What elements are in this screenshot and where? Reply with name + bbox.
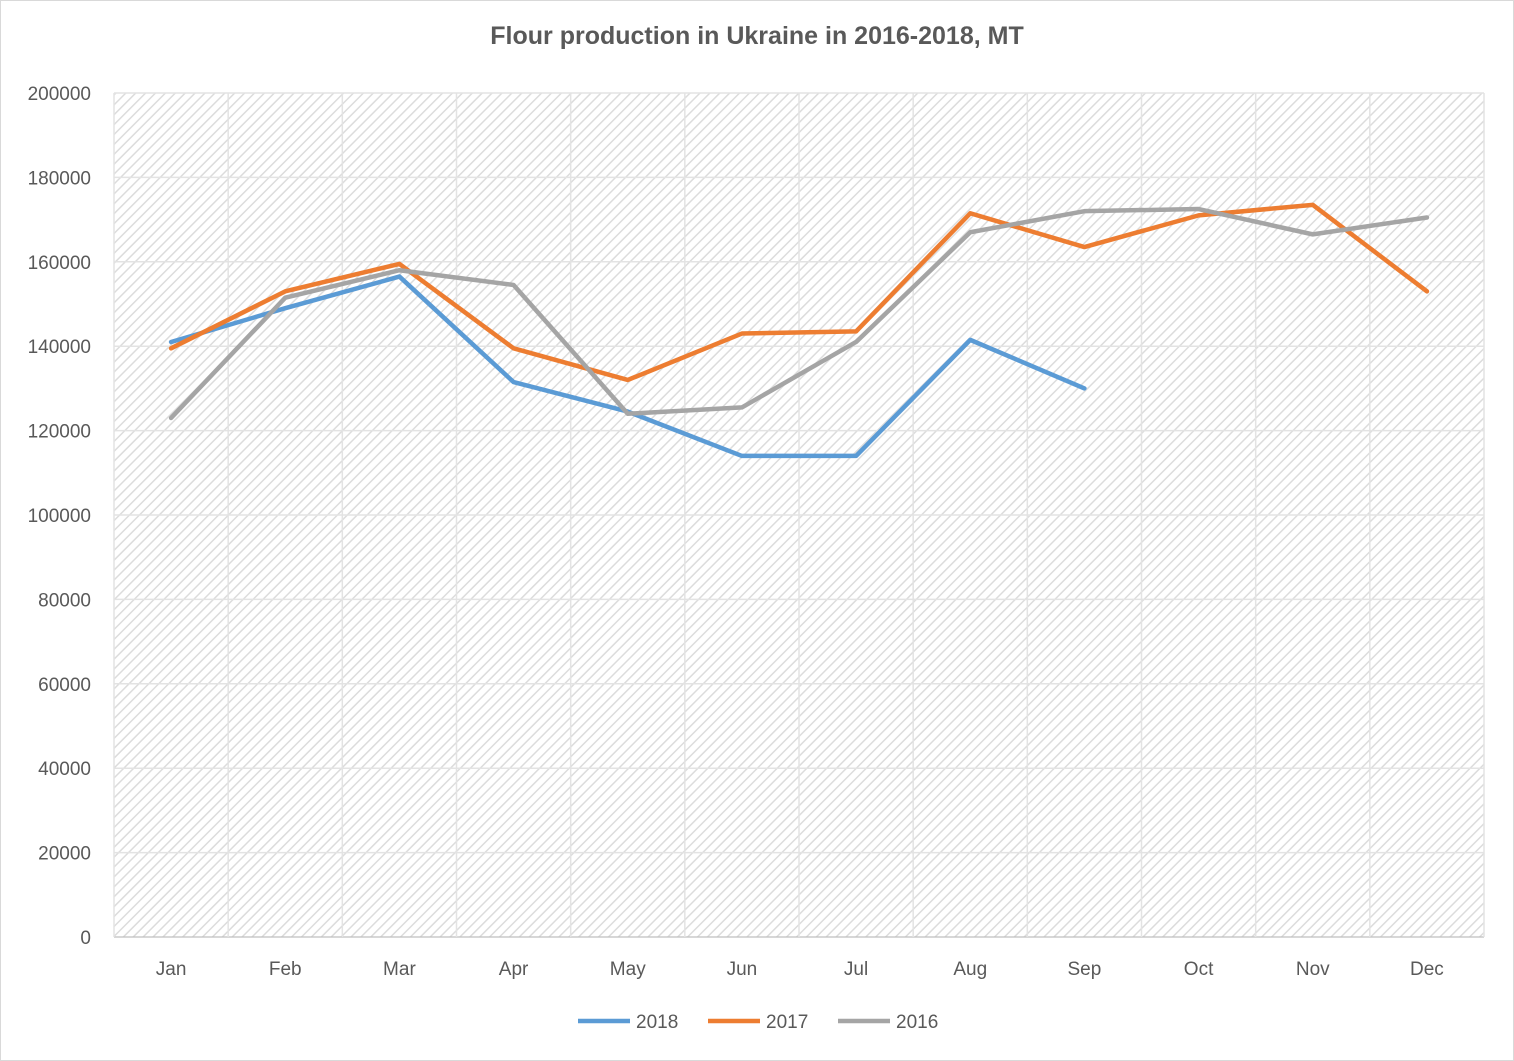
gridlines xyxy=(113,92,1485,938)
y-tick-label: 40000 xyxy=(38,759,91,780)
x-tick-label: Oct xyxy=(1184,959,1214,980)
y-tick-label: 140000 xyxy=(28,337,91,358)
chart-title: Flour production in Ukraine in 2016-2018… xyxy=(490,22,1024,50)
x-tick-label: Sep xyxy=(1068,959,1102,980)
x-tick-label: Feb xyxy=(269,959,302,980)
y-tick-label: 180000 xyxy=(28,168,91,189)
x-tick-label: Dec xyxy=(1410,959,1444,980)
x-tick-label: Mar xyxy=(383,959,416,980)
x-tick-label: Jan xyxy=(156,959,187,980)
x-tick-label: Jun xyxy=(727,959,758,980)
legend: 2018 2017 2016 xyxy=(578,1012,938,1033)
y-axis-tick-labels: 0 20000 40000 60000 80000 100000 120000 140000 1… xyxy=(28,84,91,949)
legend-label-2016: 2016 xyxy=(896,1012,938,1033)
series-line-2016 xyxy=(168,206,1430,421)
y-tick-label: 0 xyxy=(80,928,91,949)
y-tick-label: 80000 xyxy=(38,590,91,611)
x-tick-label: Apr xyxy=(499,959,529,980)
legend-label-2018: 2018 xyxy=(636,1012,678,1033)
x-tick-label: Jul xyxy=(844,959,868,980)
y-tick-label: 120000 xyxy=(28,422,91,443)
y-tick-label: 100000 xyxy=(28,506,91,527)
x-axis-tick-labels: Jan Feb Mar Apr May Jun Jul Aug Sep Oct Nov Dec xyxy=(156,959,1444,980)
y-tick-label: 200000 xyxy=(28,84,91,105)
y-tick-label: 160000 xyxy=(28,253,91,274)
x-tick-label: Aug xyxy=(953,959,987,980)
x-tick-label: Nov xyxy=(1296,959,1330,980)
legend-label-2017: 2017 xyxy=(766,1012,808,1033)
y-tick-label: 60000 xyxy=(38,675,91,696)
series-lines xyxy=(168,202,1430,459)
x-tick-label: May xyxy=(610,959,646,980)
y-tick-label: 20000 xyxy=(38,844,91,865)
